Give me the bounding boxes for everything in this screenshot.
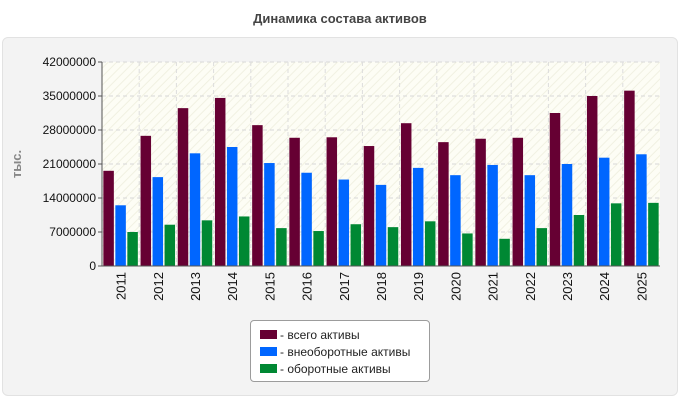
- x-tick-label: 2015: [262, 272, 277, 301]
- bar-2011-series-1: [115, 205, 126, 266]
- x-tick-label: 2014: [225, 272, 240, 301]
- bar-2024-series-1: [598, 157, 610, 266]
- legend-item-total-assets: - всего активы: [260, 326, 429, 343]
- y-tick-label: 0: [89, 259, 96, 273]
- bar-2015-series-0: [252, 125, 263, 267]
- bar-2022-series-2: [536, 228, 548, 266]
- bar-2012-series-0: [140, 135, 152, 266]
- bar-2017-series-0: [326, 137, 338, 266]
- x-tick-label: 2012: [151, 272, 166, 301]
- bar-2014-series-0: [214, 97, 226, 266]
- bar-2024-series-0: [586, 96, 598, 266]
- y-tick-label: 28000000: [43, 123, 97, 137]
- bar-2018-series-0: [363, 146, 375, 266]
- y-tick-labels: 0 7000000 14000000 21000000 28000000 35000000…: [43, 55, 97, 273]
- y-tick-label: 35000000: [43, 89, 97, 103]
- y-axis-title: тыс.: [9, 150, 24, 178]
- y-tick-label: 42000000: [43, 55, 97, 69]
- bar-2023-series-1: [561, 164, 573, 266]
- x-tick-label: 2018: [374, 272, 389, 301]
- x-tick-label: 2023: [560, 272, 575, 301]
- bar-2022-series-1: [524, 175, 536, 266]
- x-tick-label: 2013: [188, 272, 203, 301]
- legend-swatch-current-assets: [260, 364, 277, 373]
- bar-2022-series-0: [512, 137, 524, 266]
- x-tick-label: 2016: [300, 272, 315, 301]
- bar-2014-series-1: [226, 147, 238, 266]
- bar-2013-series-1: [189, 153, 201, 266]
- bar-2013-series-2: [201, 220, 213, 266]
- x-tick-label: 2017: [337, 272, 352, 301]
- bar-2018-series-2: [387, 227, 399, 266]
- bar-2021-series-1: [487, 164, 498, 266]
- chart-title: Динамика состава активов: [253, 11, 427, 26]
- bar-2020-series-2: [462, 233, 473, 266]
- bar-2021-series-0: [475, 138, 486, 266]
- legend-swatch-noncurrent-assets: [260, 347, 277, 356]
- bars: [103, 90, 659, 267]
- legend-label: - всего активы: [280, 327, 360, 342]
- bar-2020-series-1: [450, 175, 461, 266]
- legend-item-noncurrent-assets: - внеоборотные активы: [260, 343, 429, 360]
- bar-2019-series-2: [424, 221, 436, 266]
- legend-swatch-total-assets: [260, 330, 277, 339]
- bar-2018-series-1: [375, 184, 387, 266]
- bar-2020-series-0: [438, 142, 449, 266]
- legend-label: - внеоборотные активы: [280, 344, 411, 359]
- bar-2012-series-1: [152, 177, 164, 266]
- y-tick-label: 21000000: [43, 157, 97, 171]
- x-tick-label: 2025: [634, 272, 649, 301]
- bar-2023-series-2: [573, 215, 585, 266]
- y-tick-label: 14000000: [43, 191, 97, 205]
- y-tick-label: 7000000: [49, 225, 96, 239]
- bar-2013-series-0: [177, 108, 189, 267]
- x-tick-label: 2022: [523, 272, 538, 301]
- bar-2015-series-1: [264, 163, 275, 266]
- x-tick-label: 2019: [411, 272, 426, 301]
- x-tick-label: 2021: [486, 272, 501, 301]
- bar-2014-series-2: [238, 216, 250, 266]
- bar-2015-series-2: [276, 228, 287, 266]
- bar-2011-series-2: [127, 232, 138, 266]
- axes: [98, 61, 660, 267]
- legend: - всего активы - внеоборотные активы - о…: [250, 320, 430, 382]
- bar-2019-series-0: [400, 123, 412, 266]
- bar-2025-series-1: [636, 154, 647, 266]
- x-tick-label: 2020: [448, 272, 463, 301]
- bar-2025-series-2: [648, 202, 659, 266]
- bar-2025-series-0: [624, 90, 635, 267]
- bar-2021-series-2: [499, 238, 510, 266]
- x-tick-labels: 2011 2012 2013 2014 2015 2016 2017 2018 2019 2020…: [114, 272, 650, 301]
- x-tick-label: 2024: [597, 272, 612, 301]
- bar-2019-series-1: [412, 167, 424, 266]
- bar-2016-series-0: [289, 137, 300, 266]
- bar-2016-series-2: [313, 231, 324, 266]
- bar-2024-series-2: [610, 203, 622, 266]
- bar-2017-series-1: [338, 179, 350, 266]
- bar-2011-series-0: [103, 170, 114, 266]
- legend-label: - оборотные активы: [280, 361, 391, 376]
- x-tick-label: 2011: [114, 272, 129, 300]
- bar-2017-series-2: [350, 224, 362, 266]
- bar-2012-series-2: [164, 224, 176, 266]
- bar-2023-series-0: [549, 113, 561, 266]
- bar-2016-series-1: [301, 172, 312, 266]
- legend-item-current-assets: - оборотные активы: [260, 360, 429, 377]
